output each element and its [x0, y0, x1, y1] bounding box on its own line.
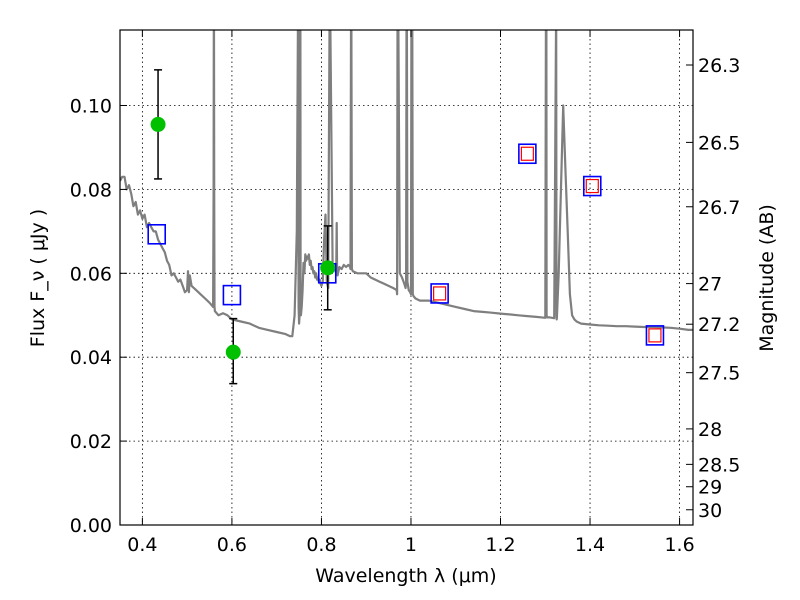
y-tick-label: 0.10 — [70, 96, 112, 118]
x-tick-label: 1.2 — [485, 534, 515, 556]
magnitude-tick-label: 30 — [698, 500, 722, 522]
x-tick-label: 1 — [405, 534, 417, 556]
y-axis-label: Flux F_ν ( μJy ) — [27, 209, 49, 347]
observed-flux-point — [150, 116, 166, 132]
ticks: 0.4 0.6 0.8 1 1.2 1.4 1.6 0.00 0.02 0.04 0.06 0.08 0… — [70, 30, 740, 556]
x-tick-label: 0.4 — [127, 534, 157, 556]
magnitude-tick-label: 29 — [698, 477, 722, 499]
y-tick-label: 0.06 — [70, 263, 112, 285]
model-photometry-square — [222, 284, 242, 306]
model-photometry-square — [430, 283, 449, 304]
model-sed-line — [120, 30, 693, 338]
x-tick-label: 0.8 — [306, 534, 336, 556]
model-photometry-square — [518, 143, 537, 165]
y-tick-label: 0.04 — [70, 347, 112, 369]
magnitude-tick-label: 28 — [698, 419, 722, 441]
magnitude-tick-label: 28.5 — [698, 454, 740, 476]
magnitude-tick-label: 26.7 — [698, 197, 740, 219]
model-photometry-square — [645, 325, 665, 346]
y-tick-label: 0.00 — [70, 515, 112, 537]
magnitude-tick-label: 27 — [698, 274, 722, 296]
magnitude-tick-label: 26.3 — [698, 55, 740, 77]
observed-flux-point — [225, 344, 241, 360]
model-photometry-inner-square — [520, 146, 534, 161]
model-photometry-square — [147, 223, 167, 245]
y2-axis-label: Magnitude (AB) — [756, 204, 778, 352]
magnitude-tick-label: 27.5 — [698, 363, 740, 385]
y-tick-label: 0.08 — [70, 179, 112, 201]
magnitude-tick-label: 27.2 — [698, 314, 740, 336]
model-photometry-square — [582, 175, 602, 197]
plot-frame — [119, 29, 694, 526]
y-tick-label: 0.02 — [70, 431, 112, 453]
series-layer — [120, 30, 693, 338]
x-axis-label: Wavelength λ (μm) — [315, 565, 496, 587]
x-tick-label: 1.6 — [664, 534, 694, 556]
model-photometry-inner-square — [648, 328, 662, 343]
model-photometry-inner-square — [433, 286, 447, 301]
magnitude-tick-label: 26.5 — [698, 132, 740, 154]
x-tick-label: 1.4 — [575, 534, 605, 556]
x-tick-label: 0.6 — [217, 534, 247, 556]
marker-layer — [147, 69, 665, 385]
observed-flux-point — [320, 260, 336, 276]
model-photometry-inner-square — [585, 178, 599, 194]
